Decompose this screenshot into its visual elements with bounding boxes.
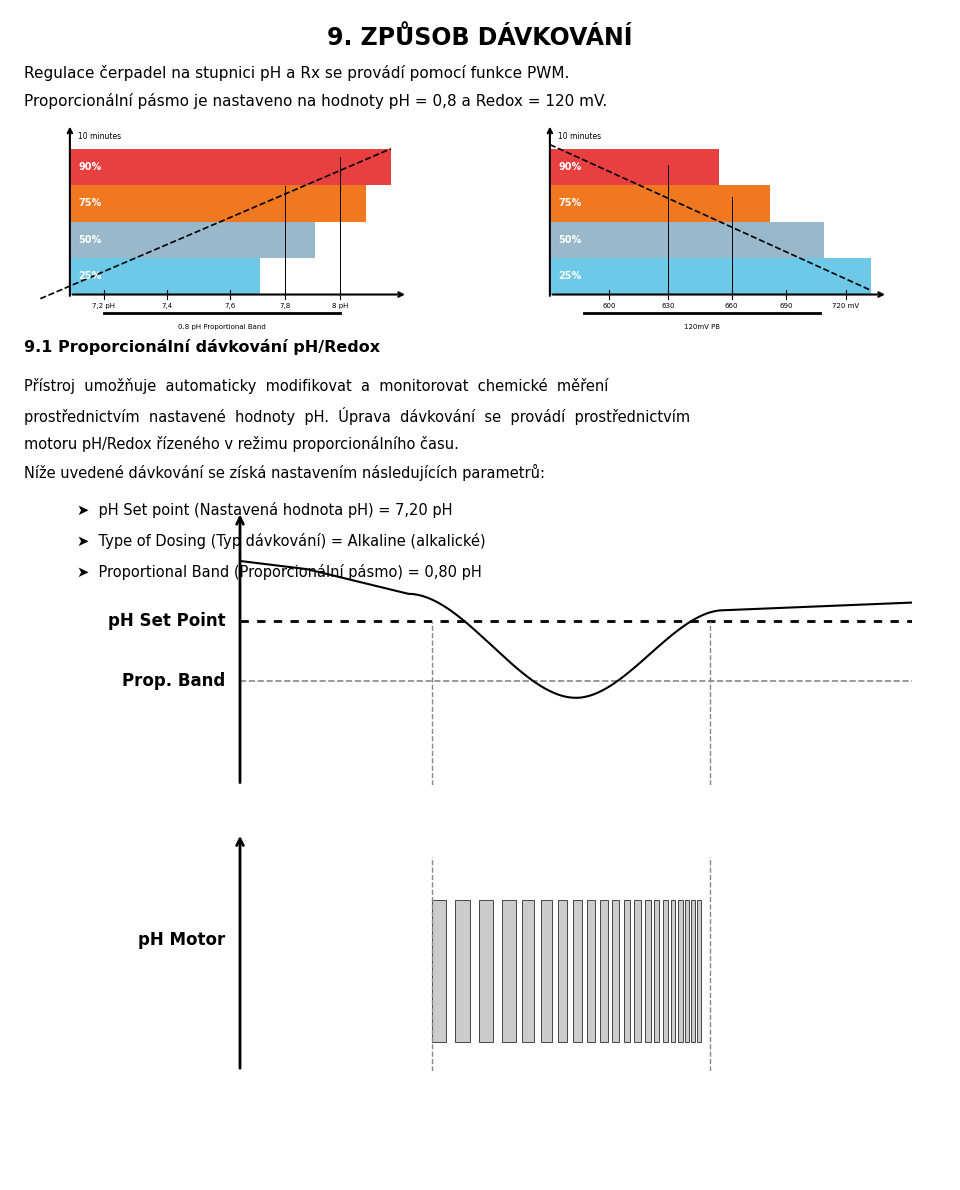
Bar [70,258,260,295]
Text: 10 minutes: 10 minutes [79,132,122,142]
Bar [550,258,871,295]
Bar [662,900,668,1042]
Text: 120mV PB: 120mV PB [684,324,720,330]
Text: 90%: 90% [559,162,582,173]
Text: 7,8: 7,8 [279,302,291,309]
Text: 720 mV: 720 mV [832,302,859,309]
Text: Níže uvedené dávkování se získá nastavením následujících parametrů:: Níže uvedené dávkování se získá nastaven… [24,464,545,481]
Text: 7,2 pH: 7,2 pH [92,302,115,309]
Text: 690: 690 [780,302,793,309]
Text: 25%: 25% [79,271,102,281]
Bar [502,900,516,1042]
Text: Proporcionální pásmo je nastaveno na hodnoty pH = 0,8 a Redox = 120 mV.: Proporcionální pásmo je nastaveno na hod… [24,93,608,108]
Bar [478,900,493,1042]
Text: pH Motor: pH Motor [138,931,226,950]
Bar [684,900,689,1042]
Text: prostřednictvím  nastavené  hodnoty  pH.  Úprava  dávkování  se  provádí  prostř: prostřednictvím nastavené hodnoty pH. Úp… [24,407,690,425]
Bar [558,900,567,1042]
Bar [654,900,660,1042]
Text: Regulace čerpadel na stupnici pH a Rx se provádí pomocí funkce PWM.: Regulace čerpadel na stupnici pH a Rx se… [24,65,569,81]
Text: 75%: 75% [79,199,102,208]
Text: ➤  Type of Dosing (Typ dávkování) = Alkaline (alkalické): ➤ Type of Dosing (Typ dávkování) = Alkal… [77,533,486,549]
Bar [624,900,631,1042]
Text: motoru pH/Redox řízeného v režimu proporcionálního času.: motoru pH/Redox řízeného v režimu propor… [24,436,459,451]
Bar [697,900,701,1042]
Text: 90%: 90% [79,162,102,173]
Bar [644,900,651,1042]
Text: 630: 630 [661,302,675,309]
Text: 0.8 pH Proportional Band: 0.8 pH Proportional Band [178,324,266,330]
Bar [70,221,315,258]
Bar [431,900,446,1042]
Bar [70,186,366,221]
Bar [541,900,552,1042]
Text: pH Set Point: pH Set Point [108,612,226,631]
Bar [635,900,640,1042]
Bar [612,900,619,1042]
Text: 50%: 50% [559,234,582,245]
Text: 9.1 Proporcionální dávkování pH/Redox: 9.1 Proporcionální dávkování pH/Redox [24,339,380,355]
Text: ➤  Proportional Band (Proporcionální pásmo) = 0,80 pH: ➤ Proportional Band (Proporcionální pásm… [77,564,482,580]
Text: 75%: 75% [559,199,582,208]
Text: Přístroj  umožňuje  automaticky  modifikovat  a  monitorovat  chemické  měření: Přístroj umožňuje automaticky modifikova… [24,378,609,394]
Text: 50%: 50% [79,234,102,245]
Bar [588,900,595,1042]
Bar [600,900,608,1042]
Bar [550,186,770,221]
Bar [522,900,535,1042]
Bar [671,900,676,1042]
Bar [691,900,695,1042]
Text: 7,4: 7,4 [161,302,173,309]
Text: 7,6: 7,6 [225,302,236,309]
Text: Prop. Band: Prop. Band [122,672,226,690]
Text: 660: 660 [725,302,738,309]
Bar [573,900,582,1042]
Bar [550,221,825,258]
Text: ➤  pH Set point (Nastavená hodnota pH) = 7,20 pH: ➤ pH Set point (Nastavená hodnota pH) = … [77,502,452,518]
Text: 8 pH: 8 pH [332,302,348,309]
Bar [550,149,719,186]
Bar [678,900,683,1042]
Bar [455,900,469,1042]
Text: 9. ZPŮSOB DÁVKOVÁNÍ: 9. ZPŮSOB DÁVKOVÁNÍ [327,26,633,50]
Text: 10 minutes: 10 minutes [559,132,602,142]
Bar [70,149,391,186]
Text: 25%: 25% [559,271,582,281]
Text: 600: 600 [602,302,615,309]
